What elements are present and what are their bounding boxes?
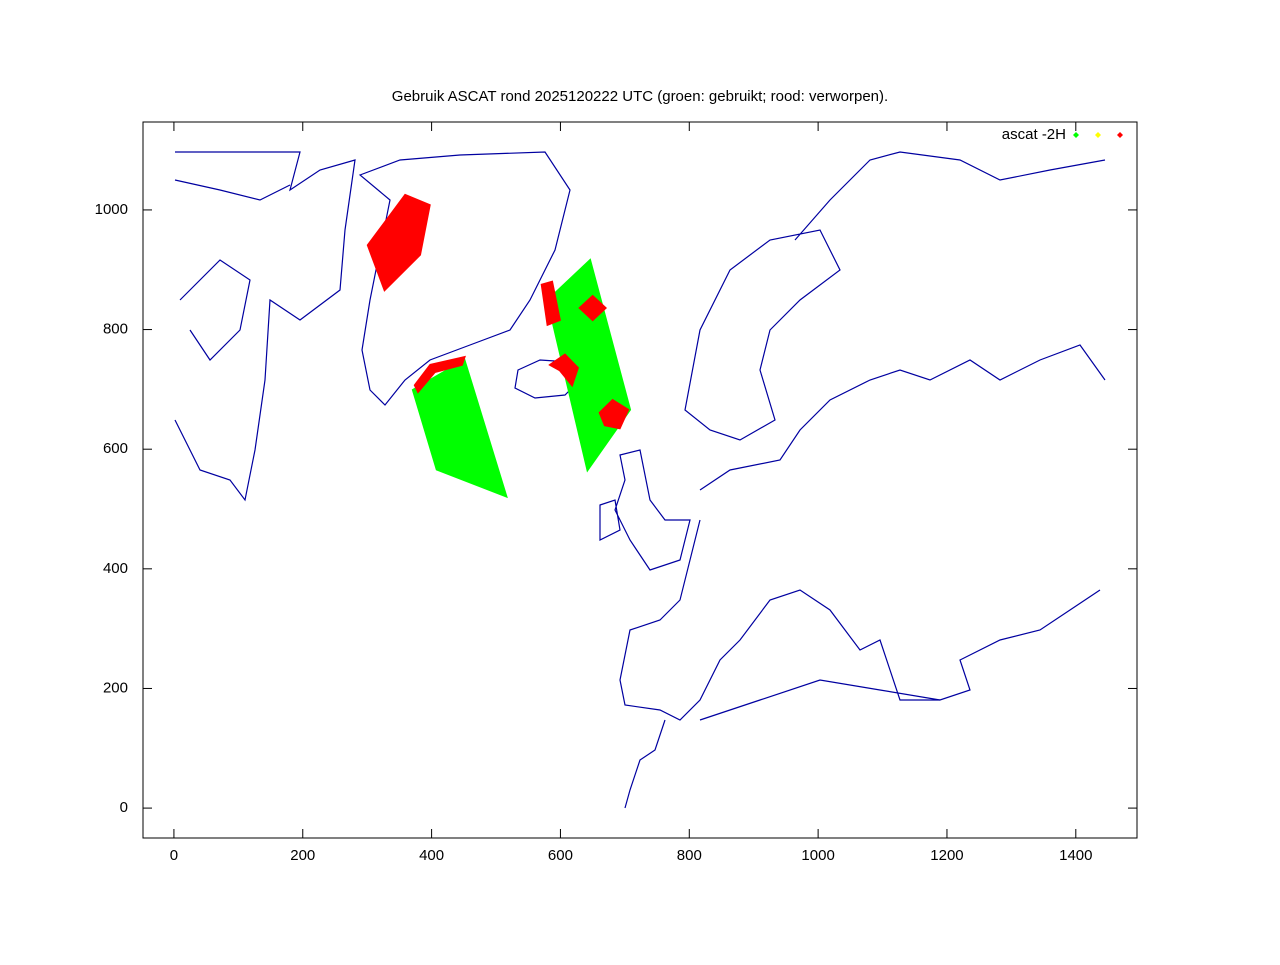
x-tick-label: 600 xyxy=(548,847,573,864)
swath xyxy=(598,398,630,430)
y-tick-label: 600 xyxy=(103,440,128,457)
y-tick-label: 200 xyxy=(103,679,128,696)
y-tick-label: 400 xyxy=(103,560,128,577)
swath xyxy=(413,355,466,394)
legend-marker xyxy=(1095,132,1101,138)
legend-label: ascat -2H xyxy=(1002,126,1066,143)
legend-marker xyxy=(1073,132,1079,138)
swath xyxy=(411,358,508,499)
coastline xyxy=(624,679,941,809)
y-tick-label: 1000 xyxy=(95,201,128,218)
y-tick-label: 800 xyxy=(103,321,128,338)
coastline xyxy=(684,151,1106,441)
swath xyxy=(578,294,608,322)
coastline xyxy=(619,344,1106,721)
x-tick-label: 1200 xyxy=(930,847,963,864)
x-tick-label: 1400 xyxy=(1059,847,1092,864)
coastline xyxy=(358,151,571,406)
x-tick-label: 800 xyxy=(677,847,702,864)
swath xyxy=(540,280,561,327)
y-tick-label: 0 xyxy=(120,799,128,816)
chart-title: Gebruik ASCAT rond 2025120222 UTC (groen… xyxy=(392,88,888,105)
coastline xyxy=(599,449,691,571)
coastlines xyxy=(174,151,1106,809)
coastline xyxy=(174,151,356,502)
legend-marker xyxy=(1117,132,1123,138)
plot-border xyxy=(142,121,1138,839)
x-tick-label: 200 xyxy=(290,847,315,864)
x-tick-label: 0 xyxy=(170,847,178,864)
x-tick-label: 400 xyxy=(419,847,444,864)
swath xyxy=(548,353,579,388)
swath xyxy=(366,193,431,292)
x-tick-label: 1000 xyxy=(801,847,834,864)
plot-marks xyxy=(366,193,632,499)
